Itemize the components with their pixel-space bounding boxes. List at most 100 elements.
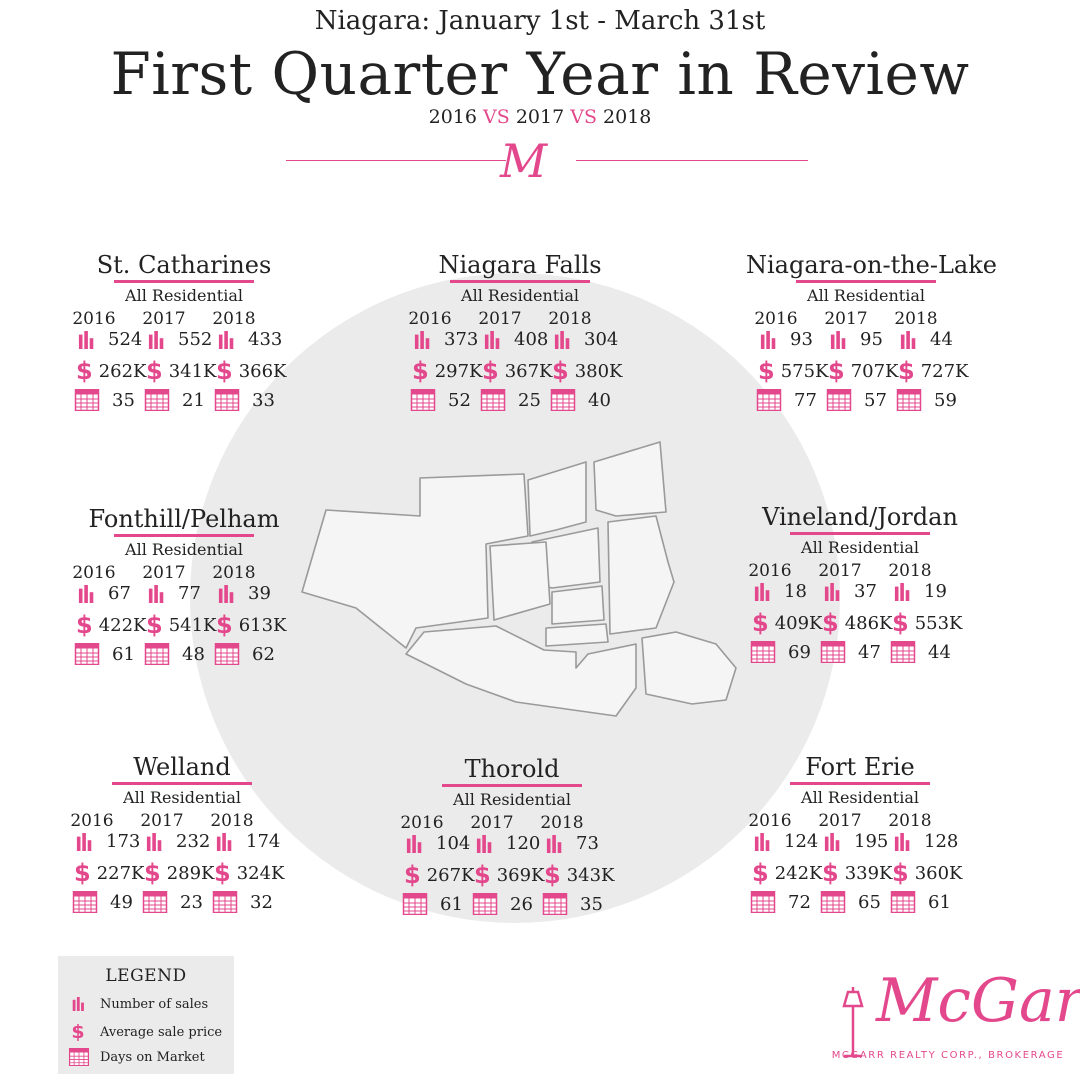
year-header: 2016 (72, 309, 116, 329)
bar-chart-icon (754, 582, 772, 602)
company-tagline: MCGARR REALTY CORP., BROKERAGE (831, 1050, 1065, 1061)
legend-item-price: $ Average sale price (66, 1020, 222, 1044)
sales-value: 93 (790, 329, 813, 350)
calendar-icon (542, 893, 568, 915)
sales-value: 67 (108, 583, 131, 604)
map-region-south (405, 625, 637, 717)
days-cell: 72 (750, 891, 811, 913)
days-value: 25 (518, 389, 541, 411)
price-cell: $242K (752, 861, 823, 885)
city-stats: 2016 93 $575K 77 2017 95 $707K 57 2018 44 $727K 59 (746, 309, 986, 417)
dollar-icon: $ (758, 357, 775, 385)
price-value: 541K (168, 614, 217, 636)
dollar-icon: $ (214, 859, 231, 887)
sales-cell: 195 (824, 831, 888, 852)
bar-chart-icon (830, 330, 848, 350)
days-value: 48 (182, 643, 205, 665)
dollar-icon: $ (482, 357, 499, 385)
map-region-welland (545, 623, 609, 647)
year-header: 2018 (548, 309, 592, 329)
calendar-icon (72, 891, 98, 913)
legend-label: Days on Market (100, 1049, 205, 1065)
sales-value: 37 (854, 581, 877, 602)
city-stats: 2016 124 $242K 72 2017 195 $339K 65 2018 128 $360K… (740, 811, 980, 919)
bar-chart-icon (414, 330, 432, 350)
years-comparison: 2016 VS 2017 VS 2018 (0, 106, 1080, 128)
sales-value: 373 (444, 329, 479, 350)
price-value: 262K (98, 360, 147, 382)
calendar-icon (750, 641, 776, 663)
bar-chart-icon (824, 832, 842, 852)
vs-label: VS (570, 106, 597, 128)
days-value: 32 (250, 891, 273, 913)
price-value: 727K (920, 360, 969, 382)
city-category: All Residential (807, 286, 925, 305)
city-underline (450, 280, 590, 283)
year-2017: 2017 (515, 106, 565, 128)
sales-value: 18 (784, 581, 807, 602)
price-cell: $360K (892, 861, 963, 885)
dollar-icon: $ (71, 1021, 85, 1043)
price-cell: $227K (74, 861, 145, 885)
city-block: Welland All Residential 2016 173 $227K 49 2017… (62, 752, 302, 919)
price-cell: $367K (482, 359, 553, 383)
divider-left (286, 160, 506, 161)
days-value: 72 (788, 891, 811, 913)
city-stats: 2016 67 $422K 61 2017 77 $541K 48 2018 39 $613K 62 (64, 563, 304, 671)
days-value: 59 (934, 389, 957, 411)
city-stats: 2016 18 $409K 69 2017 37 $486K 47 2018 19 $553K 44 (740, 561, 980, 669)
calendar-icon (66, 1048, 92, 1066)
price-cell: $380K (552, 359, 623, 383)
price-value: 341K (168, 360, 217, 382)
city-underline (790, 782, 930, 785)
price-value: 289K (166, 862, 215, 884)
legend-title: LEGEND (105, 966, 187, 986)
map-region-niagara-falls (607, 515, 675, 635)
year-header: 2017 (140, 811, 184, 831)
calendar-icon (144, 643, 170, 665)
map-region-pelham (489, 541, 551, 621)
calendar-icon (820, 641, 846, 663)
sales-cell: 77 (148, 583, 201, 604)
days-value: 61 (112, 643, 135, 665)
calendar-icon (410, 389, 436, 411)
legend-label: Average sale price (100, 1024, 223, 1040)
days-cell: 48 (144, 643, 205, 665)
city-category: All Residential (123, 788, 241, 807)
sales-value: 433 (248, 329, 283, 350)
dollar-icon: $ (74, 859, 91, 887)
year-header: 2017 (478, 309, 522, 329)
city-block: Fort Erie All Residential 2016 124 $242K 72 20… (740, 752, 980, 919)
price-value: 553K (914, 612, 963, 634)
city-name: Thorold (464, 755, 560, 783)
sales-cell: 524 (78, 329, 142, 350)
days-value: 21 (182, 389, 205, 411)
calendar-icon (402, 893, 428, 915)
dollar-icon: $ (216, 357, 233, 385)
sales-value: 195 (854, 831, 889, 852)
monogram-logo: M (500, 134, 548, 188)
price-value: 409K (774, 612, 823, 634)
price-cell: $289K (144, 861, 215, 885)
price-cell: $707K (828, 359, 899, 383)
sales-cell: 37 (824, 581, 877, 602)
year-header: 2018 (540, 813, 584, 833)
sales-cell: 408 (484, 329, 548, 350)
price-value: 339K (844, 862, 893, 884)
bar-chart-icon (216, 832, 234, 852)
year-header: 2016 (748, 561, 792, 581)
sales-value: 232 (176, 831, 211, 852)
legend-item-sales: Number of sales (66, 996, 208, 1012)
bar-chart-icon (218, 584, 236, 604)
niagara-region-map (301, 441, 737, 717)
bar-chart-icon (476, 834, 494, 854)
price-cell: $422K (76, 613, 147, 637)
city-category: All Residential (125, 540, 243, 559)
price-value: 575K (780, 360, 829, 382)
days-cell: 65 (820, 891, 881, 913)
sales-value: 408 (514, 329, 549, 350)
sales-cell: 304 (554, 329, 618, 350)
sales-value: 104 (436, 833, 471, 854)
sales-value: 73 (576, 833, 599, 854)
dollar-icon: $ (898, 357, 915, 385)
